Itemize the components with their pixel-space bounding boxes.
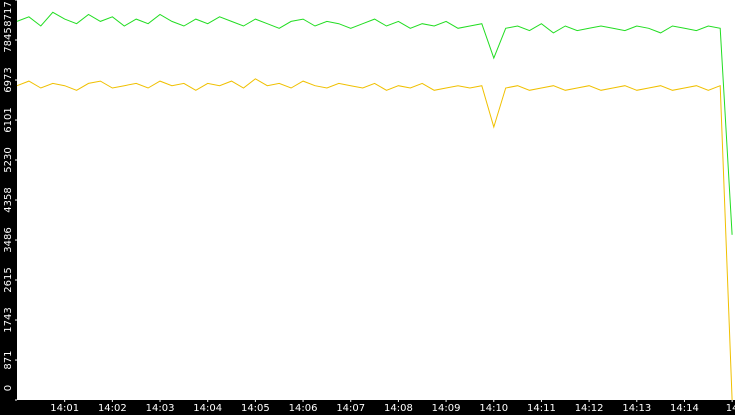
x-tick-label: 14:10 — [479, 403, 508, 414]
x-tick-label: 14:09 — [432, 403, 461, 414]
x-tick-label: 14:12 — [575, 403, 604, 414]
y-tick-label: 8717 — [3, 1, 14, 26]
x-tick-label: 14:04 — [193, 403, 222, 414]
x-tick-label: 14 — [726, 403, 735, 414]
y-tick-label: 2615 — [3, 267, 14, 292]
y-tick-label: 1743 — [3, 307, 14, 332]
x-tick-label: 14:03 — [146, 403, 175, 414]
plot-area — [17, 0, 735, 400]
y-tick-label: 7845 — [3, 27, 14, 52]
x-tick-label: 14:06 — [289, 403, 318, 414]
y-tick-label: 871 — [3, 350, 14, 369]
y-tick-label: 0 — [3, 385, 14, 391]
y-tick-label: 6101 — [3, 107, 14, 132]
y-tick-label: 6973 — [3, 67, 14, 92]
series-line — [16, 78, 733, 401]
x-tick-label: 14:02 — [98, 403, 127, 414]
x-tick-label: 14:07 — [336, 403, 365, 414]
y-tick-label: 3486 — [3, 227, 14, 252]
x-tick-label: 14:11 — [527, 403, 556, 414]
y-tick-label: 4358 — [3, 187, 14, 212]
x-tick-label: 14:08 — [384, 403, 413, 414]
x-tick-label: 14:14 — [670, 403, 699, 414]
x-tick-label: 14:05 — [241, 403, 270, 414]
y-tick-label: 5230 — [3, 147, 14, 172]
x-tick-label: 14:13 — [622, 403, 651, 414]
series-line — [16, 11, 733, 235]
x-tick-label: 14:01 — [50, 403, 79, 414]
